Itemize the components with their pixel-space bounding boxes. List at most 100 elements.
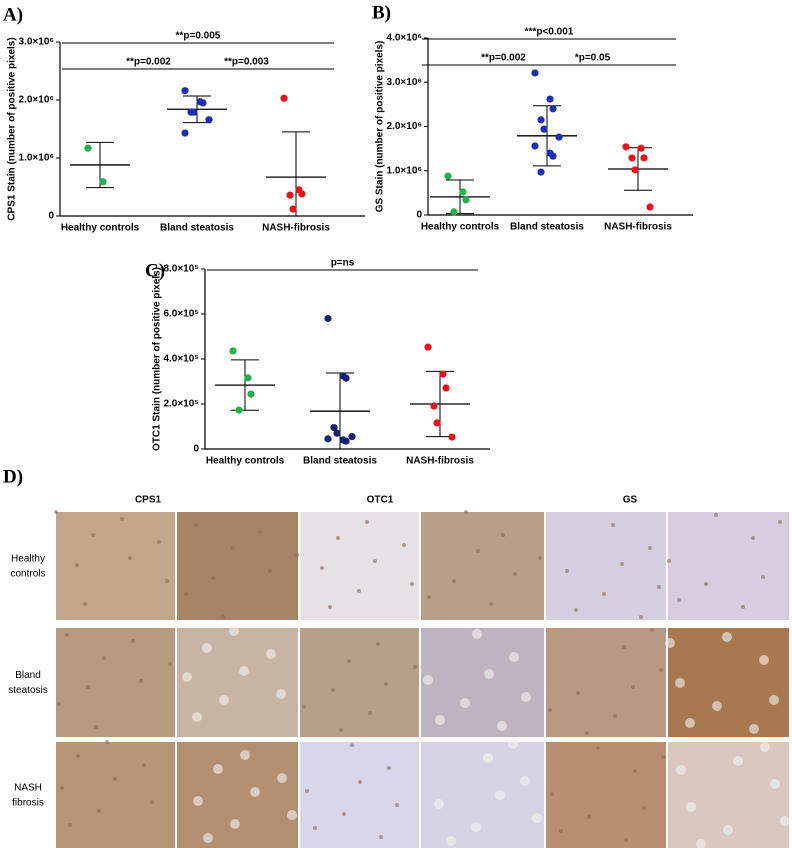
tissue-texture [268, 569, 272, 573]
tissue-texture [240, 750, 250, 760]
tissue-texture [696, 839, 706, 848]
panel-label: A) [3, 4, 23, 25]
histology-image [177, 742, 298, 848]
x-tick-label: NASH-fibrosis [262, 223, 330, 234]
data-point [631, 166, 639, 174]
data-point [439, 370, 447, 378]
tissue-texture [521, 692, 531, 702]
tissue-texture [513, 572, 517, 576]
tissue-texture [631, 685, 635, 689]
x-tick-label: Healthy controls [206, 456, 285, 467]
tissue-texture [483, 753, 493, 763]
tissue-texture [410, 582, 414, 586]
tissue-texture [452, 579, 456, 583]
tissue-texture [704, 582, 708, 586]
data-point [637, 144, 645, 152]
tissue-texture [714, 513, 718, 517]
tissue-texture [105, 740, 109, 744]
tissue-texture [376, 642, 380, 646]
tissue-texture [722, 632, 732, 642]
histology-image [56, 742, 175, 848]
tissue-texture [128, 556, 132, 560]
tissue-texture [548, 708, 552, 712]
tissue-texture [733, 756, 743, 766]
tissue-texture [157, 540, 161, 544]
tissue-texture [347, 659, 351, 663]
tissue-texture [331, 688, 335, 692]
data-point [444, 172, 452, 180]
tissue-texture [587, 815, 591, 819]
tissue-texture [532, 813, 542, 823]
tissue-texture [313, 826, 317, 830]
tissue-texture [384, 682, 388, 686]
data-point [99, 178, 107, 186]
y-axis-title: GS Stain (number of positive pixels) [375, 41, 386, 213]
tissue-texture [661, 755, 665, 759]
tissue-texture [368, 711, 372, 715]
tissue-texture [633, 769, 637, 773]
tissue-texture [434, 799, 444, 809]
histology-image [177, 512, 298, 620]
data-point [537, 168, 545, 176]
tissue-texture [230, 819, 240, 829]
y-tick-label: 0 [416, 210, 422, 221]
data-point [348, 433, 356, 441]
tissue-texture [165, 579, 169, 583]
tissue-texture [277, 773, 287, 783]
data-point [289, 205, 297, 213]
data-point [280, 94, 288, 102]
tissue-texture [266, 649, 276, 659]
tissue-texture [239, 666, 249, 676]
tissue-texture [780, 816, 790, 826]
tissue-texture [495, 790, 505, 800]
tissue-texture [97, 809, 101, 813]
histology-image [546, 628, 666, 737]
histology-image [56, 512, 175, 620]
tissue-texture [464, 510, 468, 514]
row-label: NASH [14, 783, 42, 794]
data-point [622, 143, 630, 151]
tissue-texture [760, 742, 770, 752]
tissue-texture [276, 689, 286, 699]
tissue-texture [677, 598, 681, 602]
tissue-texture [576, 691, 580, 695]
y-tick-label: 2.0×10⁵ [163, 399, 199, 410]
tissue-texture [339, 728, 343, 732]
data-point [450, 208, 458, 216]
y-tick-label: 2.0×10⁶ [19, 95, 54, 106]
row-label: steatosis [8, 685, 47, 696]
data-point [342, 437, 350, 445]
data-point [459, 188, 467, 196]
y-tick-label: 8.0×10⁵ [163, 264, 199, 275]
data-point [247, 390, 255, 398]
tissue-texture [182, 672, 192, 682]
data-point [181, 129, 189, 137]
y-tick-label: 4.0×10⁵ [163, 354, 199, 365]
y-tick-label: 4.0×10⁶ [387, 33, 422, 44]
histology-image [300, 628, 419, 737]
significance-label: **p=0.002 [126, 57, 171, 68]
significance-label: *p=0.05 [575, 53, 611, 64]
tissue-texture [402, 543, 406, 547]
data-point [433, 419, 441, 427]
panel-label: D) [3, 466, 23, 487]
data-point [229, 347, 237, 355]
tissue-texture [620, 562, 624, 566]
data-point [324, 435, 332, 443]
tissue-texture [75, 563, 79, 567]
tissue-texture [497, 721, 507, 731]
tissue-texture [302, 705, 306, 709]
row-label: Bland [15, 670, 41, 681]
tissue-texture [508, 739, 518, 749]
tissue-texture [596, 746, 600, 750]
tissue-texture [686, 802, 696, 812]
tissue-texture [413, 665, 417, 669]
tissue-texture [57, 702, 61, 706]
tissue-texture [574, 608, 578, 612]
histology-image [421, 512, 544, 620]
tissue-texture [193, 796, 203, 806]
tissue-texture [667, 559, 671, 563]
data-point [244, 374, 252, 382]
tissue-texture [538, 556, 542, 560]
tissue-texture [86, 685, 90, 689]
